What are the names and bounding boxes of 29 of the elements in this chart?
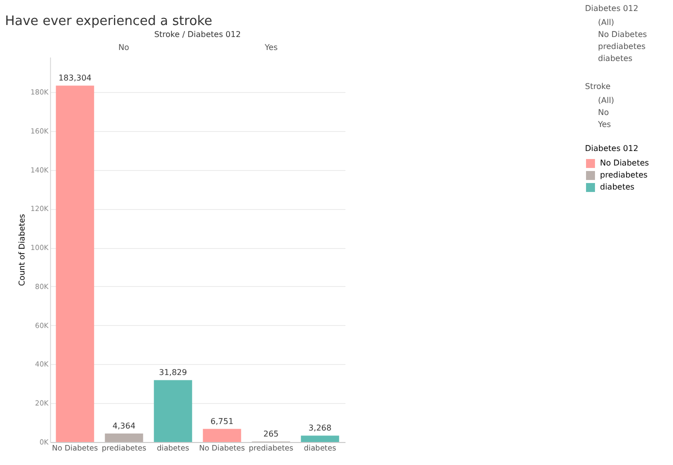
text: Stroke — [585, 82, 611, 91]
legend-label: diabetes — [600, 182, 634, 192]
text: Diabetes 012 — [585, 4, 638, 13]
chart-title: Have ever experienced a stroke — [5, 14, 212, 29]
bar — [154, 380, 192, 442]
text: prediabetes — [598, 42, 646, 51]
data-label: 265 — [263, 429, 279, 438]
data-label: 183,304 — [58, 74, 92, 83]
legend-title: Diabetes 012 — [585, 144, 638, 153]
data-label: 31,829 — [159, 368, 187, 378]
text: (All) — [598, 18, 614, 27]
text: No — [598, 108, 609, 117]
legend-label: prediabetes — [600, 170, 648, 180]
bar — [300, 436, 340, 442]
legend-label: No Diabetes — [600, 158, 649, 168]
text: No — [118, 43, 130, 52]
text: Yes — [264, 43, 278, 52]
bar — [104, 434, 144, 442]
data-label: 4,364 — [112, 422, 136, 431]
bar — [202, 428, 242, 442]
text: diabetes — [598, 54, 632, 63]
data-label: 6,751 — [210, 416, 234, 426]
text: (All) — [598, 96, 614, 105]
text: Stroke / Diabetes 012 — [154, 30, 241, 39]
bar — [56, 86, 94, 442]
text: Yes — [597, 120, 611, 129]
data-label: 3,268 — [308, 424, 332, 433]
y-axis-title: Count of Diabetes — [18, 214, 27, 286]
text: No Diabetes — [598, 30, 647, 39]
